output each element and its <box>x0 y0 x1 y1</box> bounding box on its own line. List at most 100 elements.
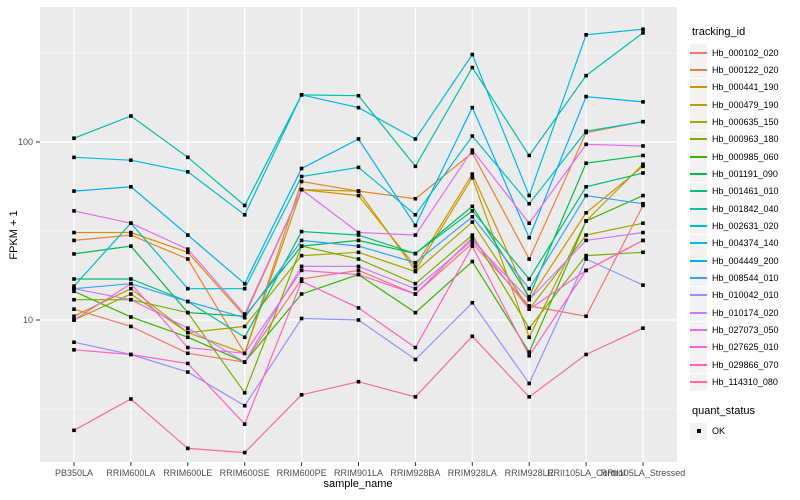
legend-entry-Hb_027625_010: Hb_027625_010 <box>690 338 798 356</box>
legend-entry-Hb_000102_020: Hb_000102_020 <box>690 44 798 61</box>
legend-color-line-icon <box>690 207 707 210</box>
data-point <box>299 244 304 248</box>
legend-entry-Hb_010174_020: Hb_010174_020 <box>690 304 798 322</box>
legend-key <box>690 234 707 252</box>
legend-label: Hb_010174_020 <box>712 307 779 318</box>
legend-key <box>690 321 707 339</box>
data-point <box>186 299 190 304</box>
x-tick-label: RRIM600PE <box>277 468 327 478</box>
data-point <box>186 351 190 356</box>
data-point <box>584 94 588 99</box>
data-point <box>186 155 190 160</box>
data-point <box>527 381 531 386</box>
data-point <box>356 233 361 237</box>
legend-entry-Hb_004449_200: Hb_004449_200 <box>690 252 798 270</box>
y-tick-label: 100 <box>18 137 33 147</box>
data-point <box>356 264 361 269</box>
data-point <box>641 283 645 287</box>
data-point <box>584 253 588 258</box>
data-point <box>413 196 418 201</box>
data-point <box>413 223 418 228</box>
data-point <box>186 335 190 340</box>
legend-label: Hb_008544_010 <box>712 272 779 283</box>
data-point <box>242 422 247 426</box>
data-point <box>527 221 531 225</box>
legend-entry-Hb_114310_080: Hb_114310_080 <box>690 373 798 391</box>
data-point <box>584 314 588 319</box>
data-point <box>527 326 531 330</box>
legend-key <box>690 422 707 440</box>
legend-entry-Hb_004374_140: Hb_004374_140 <box>690 234 798 252</box>
legend-color-line-icon <box>690 68 707 71</box>
legend-color-line-icon <box>690 276 707 279</box>
data-point <box>641 230 645 235</box>
data-point <box>641 27 645 32</box>
data-point <box>186 446 190 451</box>
data-point <box>72 318 76 322</box>
data-point <box>527 235 531 240</box>
data-point <box>186 310 190 315</box>
data-point <box>186 170 190 174</box>
data-point <box>356 244 361 248</box>
data-point <box>242 324 247 329</box>
data-point <box>299 229 304 234</box>
data-point <box>470 209 475 213</box>
legend-entry-Hb_000985_060: Hb_000985_060 <box>690 148 798 166</box>
data-point <box>413 357 418 362</box>
data-point <box>242 450 247 455</box>
data-point <box>242 212 247 217</box>
legend-label: Hb_000985_060 <box>712 151 779 162</box>
data-point <box>584 219 588 223</box>
legend-label: Hb_027625_010 <box>712 342 779 353</box>
legend-entry-Hb_008544_010: Hb_008544_010 <box>690 269 798 287</box>
data-point <box>527 395 531 399</box>
data-point <box>242 351 247 356</box>
data-point <box>186 345 190 350</box>
legend-label: Hb_002631_020 <box>712 220 779 231</box>
data-point <box>72 230 76 235</box>
data-point <box>129 286 133 291</box>
data-point <box>527 335 531 340</box>
legend-entries: Hb_000102_020 Hb_000122_020 Hb_000441_190 H… <box>690 44 798 391</box>
data-point <box>356 306 361 310</box>
x-tick-label: RRII105LA_Stressed <box>601 468 686 478</box>
legend-color-line-icon <box>690 103 707 106</box>
data-point <box>641 144 645 148</box>
data-point <box>242 390 247 395</box>
legend-label: Hb_001842_040 <box>712 203 779 214</box>
data-point <box>72 307 76 311</box>
data-point <box>413 251 418 256</box>
legend-color-line-icon <box>690 311 707 314</box>
data-point <box>527 353 531 358</box>
data-point <box>242 203 247 208</box>
legend-color-line-icon <box>690 155 707 158</box>
legend-label: Hb_001461_010 <box>712 186 779 197</box>
data-point <box>186 370 190 374</box>
data-point <box>584 193 588 198</box>
data-point <box>527 277 531 281</box>
data-point <box>72 277 76 281</box>
legend-color-line-icon <box>690 346 707 349</box>
legend-key <box>690 304 707 322</box>
data-point <box>527 295 531 299</box>
data-point <box>470 150 475 155</box>
data-point <box>470 204 475 209</box>
data-point <box>641 238 645 243</box>
legend: tracking_id Hb_000102_020 Hb_000122_020 Hb… <box>690 26 798 440</box>
data-point <box>584 352 588 357</box>
data-point <box>413 164 418 169</box>
data-point <box>242 315 247 320</box>
data-point <box>129 292 133 296</box>
legend-entry-Hb_001461_010: Hb_001461_010 <box>690 182 798 200</box>
data-point <box>72 348 76 352</box>
x-tick-label: RRIM600LA <box>106 468 155 478</box>
data-point <box>299 279 304 284</box>
legend-title-quant-status: quant_status <box>692 404 755 417</box>
data-point <box>641 250 645 255</box>
data-point <box>72 252 76 256</box>
data-point <box>356 272 361 277</box>
legend-title-tracking-id: tracking_id <box>692 26 746 38</box>
legend-key <box>690 182 707 200</box>
data-point <box>356 238 361 243</box>
legend-key <box>690 217 707 235</box>
